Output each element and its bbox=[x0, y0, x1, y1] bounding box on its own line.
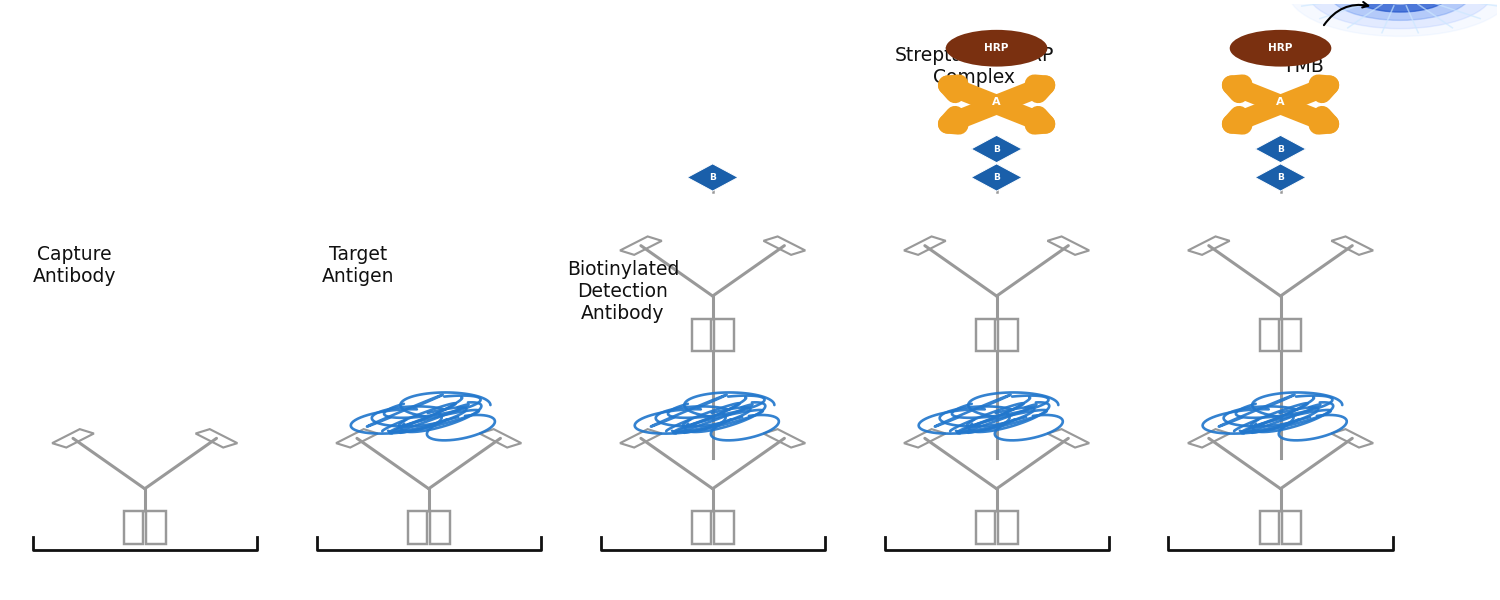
Bar bbox=[620, 236, 662, 255]
Bar bbox=[1332, 429, 1372, 448]
Bar bbox=[1282, 511, 1302, 544]
Bar bbox=[714, 319, 734, 351]
Circle shape bbox=[1350, 0, 1450, 12]
Polygon shape bbox=[1256, 136, 1306, 163]
Bar bbox=[714, 511, 734, 544]
Text: B: B bbox=[993, 145, 1000, 154]
Bar bbox=[998, 319, 1017, 351]
Bar bbox=[480, 429, 522, 448]
Bar bbox=[124, 511, 144, 544]
Circle shape bbox=[1329, 0, 1472, 20]
Polygon shape bbox=[970, 164, 1022, 191]
Text: B: B bbox=[710, 173, 716, 182]
Ellipse shape bbox=[946, 30, 1047, 67]
Bar bbox=[430, 511, 450, 544]
Text: HRP: HRP bbox=[1269, 43, 1293, 53]
Bar bbox=[692, 511, 711, 544]
Bar bbox=[336, 429, 378, 448]
Bar bbox=[146, 511, 165, 544]
Bar bbox=[975, 319, 994, 351]
Circle shape bbox=[1308, 0, 1492, 29]
Polygon shape bbox=[1256, 164, 1306, 191]
Text: Biotinylated
Detection
Antibody: Biotinylated Detection Antibody bbox=[567, 260, 680, 323]
Circle shape bbox=[1370, 0, 1430, 4]
Bar bbox=[904, 236, 945, 255]
Text: B: B bbox=[1276, 173, 1284, 182]
Text: HRP: HRP bbox=[984, 43, 1010, 53]
Bar bbox=[975, 511, 994, 544]
Bar bbox=[998, 511, 1017, 544]
Bar bbox=[1047, 429, 1089, 448]
Bar bbox=[1047, 236, 1089, 255]
Bar bbox=[1188, 429, 1230, 448]
Bar bbox=[408, 511, 428, 544]
Polygon shape bbox=[687, 164, 738, 191]
Bar bbox=[620, 429, 662, 448]
Bar bbox=[904, 429, 945, 448]
Text: Target
Antigen: Target Antigen bbox=[322, 245, 394, 286]
Text: B: B bbox=[1276, 145, 1284, 154]
Polygon shape bbox=[970, 136, 1022, 163]
Bar bbox=[1282, 319, 1302, 351]
Bar bbox=[1332, 236, 1372, 255]
Bar bbox=[1260, 511, 1280, 544]
Text: TMB: TMB bbox=[1282, 57, 1323, 76]
Text: B: B bbox=[993, 173, 1000, 182]
Bar bbox=[692, 319, 711, 351]
Bar bbox=[1188, 236, 1230, 255]
Bar bbox=[764, 236, 806, 255]
Text: Streptavidin-HRP
Complex: Streptavidin-HRP Complex bbox=[894, 46, 1054, 87]
Text: Capture
Antibody: Capture Antibody bbox=[33, 245, 117, 286]
Bar bbox=[195, 429, 237, 448]
Bar bbox=[1260, 319, 1280, 351]
Text: A: A bbox=[993, 97, 1000, 107]
Ellipse shape bbox=[1230, 30, 1332, 67]
Bar bbox=[764, 429, 806, 448]
Bar bbox=[53, 429, 94, 448]
Circle shape bbox=[1288, 0, 1500, 37]
Text: A: A bbox=[1276, 97, 1286, 107]
